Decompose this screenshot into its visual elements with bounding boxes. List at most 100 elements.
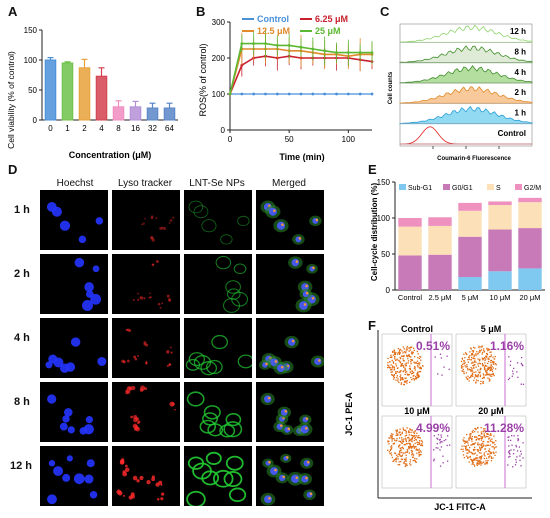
chart-f-event [410,464,412,466]
nucleus [97,356,107,366]
chart-f-event [484,463,486,465]
chart-f-event [474,353,477,355]
chart-f-event [414,431,416,433]
chart-a-bar [44,59,57,121]
lysosome [150,236,154,240]
chart-f-event [517,438,520,441]
chart-b-xtick-label: 100 [342,135,356,144]
chart-e-xtick-label: 20 μM [520,293,541,302]
lysosome [132,475,138,481]
chart-f-event [494,454,496,457]
chart-f-event [421,441,424,443]
chart-f-event [478,345,480,347]
chart-f-event [407,374,409,376]
chart-f-event [470,437,472,439]
chart-f-event [399,449,401,452]
chart-f-event [418,451,421,453]
chart-f-event [486,371,488,373]
chart-f-event [485,457,488,460]
chart-f-event [483,452,485,454]
chart-f-plot-2: 4.99% 10 μM [381,406,453,489]
chart-f-event [477,365,480,367]
chart-f-event [408,446,410,448]
chart-f-event [475,375,478,377]
chart-f-event [415,439,418,441]
chart-f-event [414,430,416,432]
lysosome [117,490,123,496]
chart-b-point [370,92,374,96]
chart-f-event [519,459,521,462]
chart-f-event [479,375,482,378]
chart-f-event [436,437,438,439]
chart-f-event [408,440,410,442]
chart-f-event [461,358,464,360]
chart-f-event [474,428,476,430]
chart-f-event [443,439,445,442]
chart-f-event [491,369,493,371]
nucleus [84,474,94,484]
chart-f-event [470,370,472,372]
chart-f-event [490,359,493,362]
chart-f-event [468,461,470,463]
chart-f-event [440,434,442,436]
chart-f-event [398,461,400,463]
chart-f-event [486,355,488,357]
chart-f-event [489,439,492,441]
chart-f-event [471,444,473,446]
chart-f-event [474,360,476,362]
chart-f-event [416,374,418,376]
chart-f-event [404,460,407,462]
chart-f-event [403,348,405,350]
chart-f-event [414,446,416,448]
chart-f-event [435,447,437,449]
micrograph-1h-blue [40,190,108,250]
chart-f-event [407,373,409,376]
chart-f-event [410,362,412,365]
nucleus [73,473,85,485]
chart-f-event [480,452,482,454]
merge-overlap [280,424,283,427]
chart-f-event [422,365,424,367]
chart-f-event [516,362,519,364]
chart-f-event [478,439,480,441]
chart-f-event [394,452,396,454]
chart-f-event [512,370,514,372]
chart-f-event [405,351,407,353]
chart-f-event [390,454,393,456]
merge-overlap [318,359,321,362]
chart-f-event [474,358,476,360]
chart-f-event [402,441,405,443]
chart-f-event [410,447,413,449]
chart-f-event [494,446,496,449]
chart-f-event [415,446,417,448]
chart-e-bar-segment [428,217,452,226]
chart-f-event [490,366,492,369]
chart-f-event [487,433,489,436]
chart-f-event [399,447,402,450]
chart-f-event [412,351,414,354]
chart-f-event [395,454,398,456]
chart-f-event [490,354,493,356]
chart-f-event [412,456,414,459]
chart-f-event [399,349,402,351]
chart-f-event [487,374,489,376]
np-signal [203,405,221,420]
lysosome [146,479,151,485]
merge-overlap [280,365,284,369]
lysosome [145,360,148,363]
chart-f-event [480,443,483,445]
chart-f-event [465,448,468,451]
chart-f-event [471,370,474,372]
chart-f-event [492,372,494,375]
chart-f-event [437,438,439,440]
chart-f-event [389,367,392,369]
chart-a-bar [163,107,176,121]
row-label-12h: 12 h [10,460,33,472]
chart-f-event [488,358,490,360]
chart-e-legend-swatch [443,184,450,190]
nucleus [95,217,104,225]
chart-e-bar-segment [428,254,452,290]
lysosome [150,235,154,240]
chart-f-event [480,444,482,446]
chart-f-event [393,353,396,355]
